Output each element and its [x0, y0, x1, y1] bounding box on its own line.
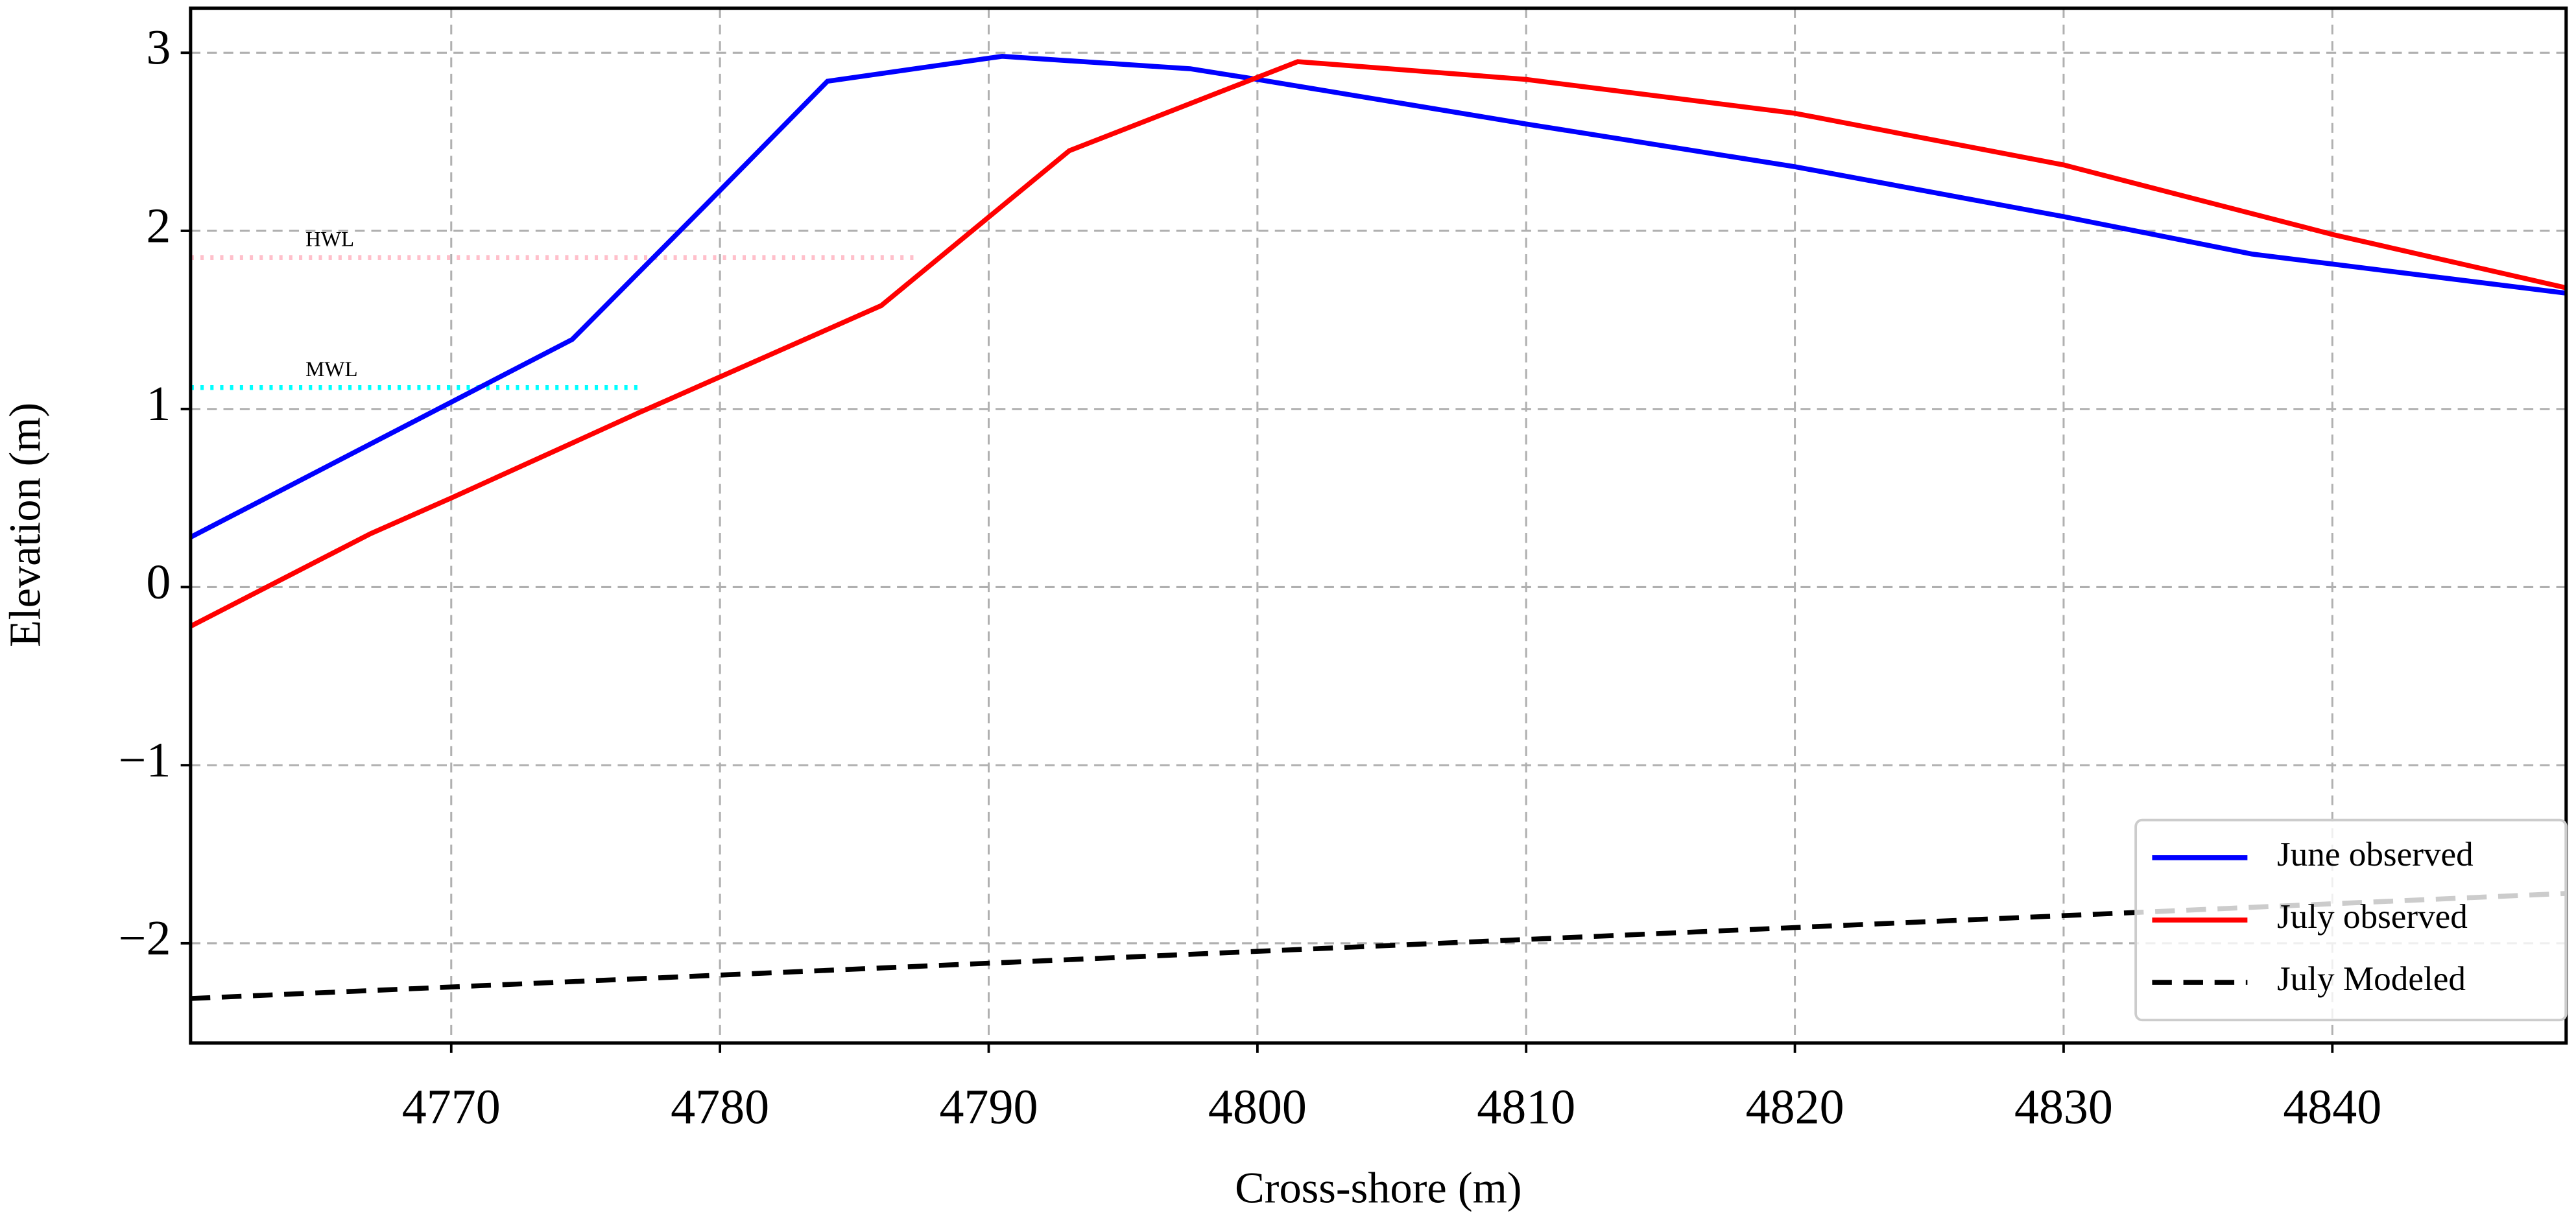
x-tick-label: 4780: [671, 1080, 769, 1134]
x-tick-label: 4840: [2283, 1080, 2381, 1134]
x-tick-label: 4810: [1477, 1080, 1575, 1134]
legend-box: [2134, 818, 2568, 1022]
y-axis-label: Elevation (m): [0, 403, 49, 647]
y-tick-label: 2: [146, 198, 171, 253]
x-axis-label: Cross-shore (m): [1235, 1163, 1522, 1212]
x-tick-label: 4790: [940, 1080, 1038, 1134]
x-tick-label: 4820: [1746, 1080, 1844, 1134]
y-tick-label: 0: [146, 555, 171, 609]
reference-label: HWL: [305, 228, 354, 251]
x-tick-label: 4770: [402, 1080, 501, 1134]
y-tick-label: 3: [146, 21, 171, 75]
plot-frame: [189, 6, 2568, 1045]
line: [189, 54, 2567, 539]
x-tick-label: 4800: [1208, 1080, 1307, 1134]
line: [189, 59, 2567, 629]
legend-label: June observed: [2277, 836, 2474, 873]
reference-label: MWL: [305, 358, 357, 381]
y-tick-label: −2: [119, 911, 171, 965]
y-tick-label: 1: [146, 377, 171, 431]
legend-label: July Modeled: [2277, 960, 2466, 998]
legend-label: July observed: [2277, 898, 2468, 936]
y-tick-label: −1: [119, 733, 171, 788]
x-tick-label: 4830: [2014, 1080, 2113, 1134]
